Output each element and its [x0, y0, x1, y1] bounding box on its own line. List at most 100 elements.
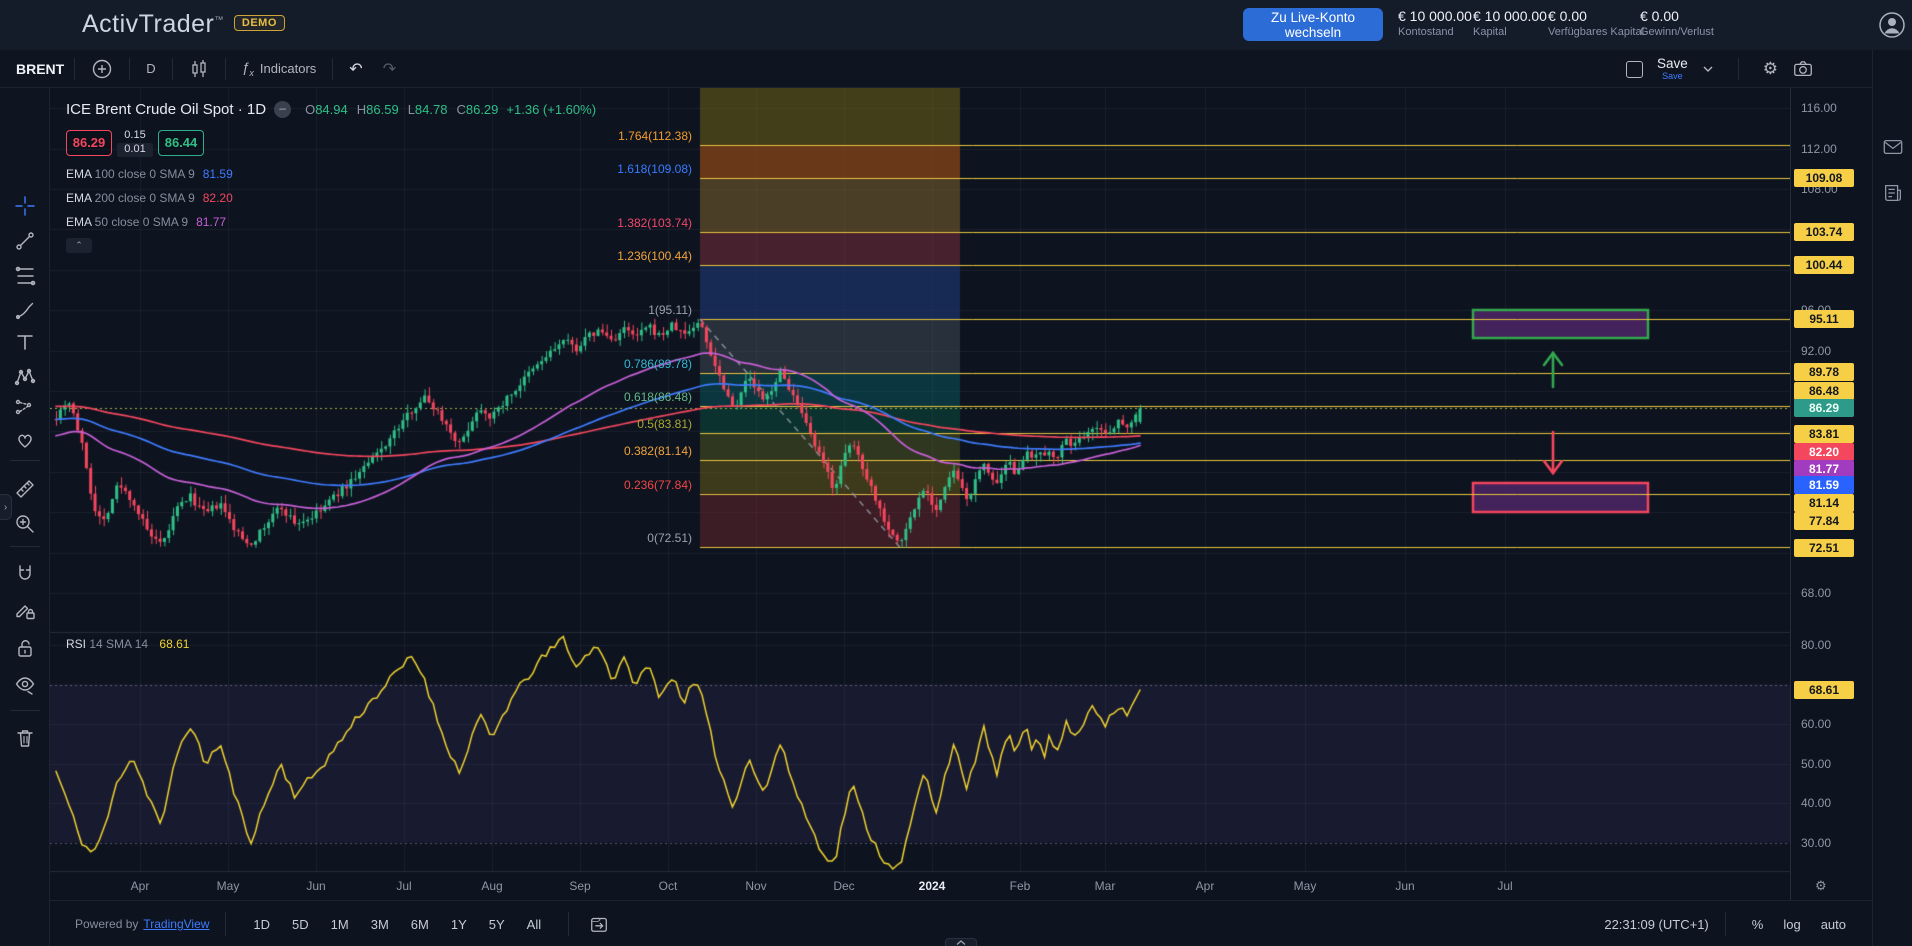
price-badge: 103.74	[1794, 223, 1854, 241]
news-icon[interactable]	[1882, 182, 1904, 204]
time-axis-label: Apr	[1195, 879, 1215, 893]
left-panel-expander[interactable]: ›	[0, 494, 12, 520]
camera-snapshot-icon[interactable]	[1792, 58, 1814, 80]
fib-level-label: 0.786(89.78)	[623, 357, 692, 372]
text-tool-icon[interactable]	[14, 331, 36, 353]
ohlc-values: O84.94 H86.59 L84.78 C86.29	[305, 102, 499, 117]
price-gridline-label: 50.00	[1801, 757, 1832, 771]
price-badge: 109.08	[1794, 169, 1854, 187]
chart-toolbar: BRENT D ƒx Indicators ↶ ↷ Save Save	[0, 50, 1872, 88]
time-axis-label: Jul	[1497, 879, 1513, 893]
fib-level-label: 1.618(109.08)	[617, 162, 692, 177]
range-button-1m[interactable]: 1M	[330, 916, 349, 932]
time-axis-label: Jun	[306, 879, 326, 893]
range-button-3m[interactable]: 3M	[370, 916, 389, 932]
avatar[interactable]	[1878, 11, 1906, 39]
remove-all-drawings-icon[interactable]	[14, 727, 36, 749]
projection-icon[interactable]	[14, 396, 36, 418]
indicator-row: EMA 50 close 0 SMA 9 81.77	[66, 214, 227, 229]
range-button-6m[interactable]: 6M	[410, 916, 429, 932]
time-axis-label: Feb	[1009, 879, 1031, 893]
buy-button[interactable]: 86.44	[158, 129, 204, 156]
logo-tm: ™	[214, 14, 224, 25]
compare-add-button[interactable]	[85, 58, 119, 80]
right-sidebar	[1872, 50, 1912, 946]
auto-scale-toggle[interactable]: auto	[1820, 916, 1846, 932]
candles-icon	[191, 59, 206, 77]
redo-button[interactable]: ↷	[382, 60, 397, 78]
time-axis-label: May	[216, 879, 240, 893]
tradingview-link[interactable]: TradingView	[143, 917, 210, 931]
emoji-heart-icon[interactable]	[14, 429, 36, 451]
range-button-all[interactable]: All	[526, 916, 542, 932]
rsi-legend: RSI 14 SMA 14 68.61	[66, 637, 190, 651]
trend-line-icon[interactable]	[14, 230, 36, 252]
layout-checkbox[interactable]	[1625, 60, 1643, 78]
sell-button[interactable]: 86.29	[66, 129, 112, 156]
tools-divider	[10, 546, 40, 547]
time-axis-label: 2024	[918, 879, 946, 893]
indicator-row: EMA 200 close 0 SMA 9 82.20	[66, 190, 233, 205]
minus-circle-icon[interactable]: –	[274, 101, 292, 118]
fib-level-label: 0.236(77.84)	[623, 477, 692, 492]
price-gridline-label: 30.00	[1801, 836, 1832, 850]
price-badge: 77.84	[1794, 512, 1854, 530]
mail-icon[interactable]	[1882, 136, 1904, 158]
range-button-5y[interactable]: 5Y	[488, 916, 505, 932]
drawing-pencil-lock-icon[interactable]	[14, 599, 36, 621]
price-badge: 86.48	[1794, 382, 1854, 400]
xabcd-pattern-icon[interactable]	[14, 366, 36, 388]
percent-scale-toggle[interactable]: %	[1751, 916, 1764, 932]
fib-level-label: 0.5(83.81)	[637, 417, 692, 432]
price-badge: 86.29	[1794, 399, 1854, 417]
clock-timezone[interactable]: 22:31:09 (UTC+1)	[1604, 916, 1709, 932]
time-axis-label: Apr	[130, 879, 150, 893]
account-stat: € 0.00 Verfügbares Kapital	[1548, 8, 1645, 38]
legend-collapse-chip[interactable]: ⌃	[66, 237, 92, 253]
price-gridline-label: 112.00	[1801, 142, 1837, 156]
log-scale-toggle[interactable]: log	[1783, 916, 1801, 932]
account-stat: € 10 000.00 Kapital	[1473, 8, 1547, 38]
range-button-1d[interactable]: 1D	[253, 916, 271, 932]
chart-style-button[interactable]	[183, 59, 215, 79]
time-axis-label: Jun	[1395, 879, 1415, 893]
chart-surface[interactable]	[50, 88, 1790, 900]
price-badge: 81.14	[1794, 494, 1854, 512]
range-button-1y[interactable]: 1Y	[450, 916, 467, 932]
crosshair-icon[interactable]	[14, 195, 36, 217]
fx-icon: ƒx	[241, 59, 254, 78]
indicators-button[interactable]: ƒx Indicators	[241, 59, 317, 78]
price-gridline-label: 68.00	[1801, 586, 1832, 600]
price-scale[interactable]: 116.00112.00108.0096.0092.0068.0080.0060…	[1790, 88, 1872, 900]
range-button-5d[interactable]: 5D	[292, 916, 309, 932]
rsi-value: 68.61	[159, 637, 190, 651]
switch-to-live-account-button[interactable]: Zu Live-Konto wechseln	[1243, 8, 1383, 41]
tools-divider	[10, 460, 40, 461]
time-axis-label: Aug	[481, 879, 503, 893]
chart-legend: ICE Brent Crude Oil Spot · 1D – O84.94 H8…	[66, 101, 596, 253]
settings-gear-icon[interactable]: ⚙	[1762, 59, 1778, 78]
symbol-button[interactable]: BRENT	[16, 60, 65, 77]
brush-icon[interactable]	[14, 300, 36, 322]
interval-button[interactable]: D	[146, 61, 156, 76]
undo-button[interactable]: ↶	[349, 60, 363, 78]
account-stat: € 0.00 Gewinn/Verlust	[1640, 8, 1714, 38]
chevron-down-icon[interactable]	[1702, 63, 1714, 75]
price-badge: 72.51	[1794, 539, 1854, 557]
price-badge: 95.11	[1794, 310, 1854, 328]
axis-settings-icon[interactable]: ⚙	[1815, 878, 1827, 893]
lock-all-drawings-icon[interactable]	[14, 637, 36, 659]
hide-all-drawings-icon[interactable]	[14, 673, 36, 695]
plus-circle-icon	[93, 59, 112, 78]
fib-retracement-icon[interactable]	[14, 265, 36, 287]
bottom-panel-expander[interactable]	[945, 938, 977, 946]
ruler-icon[interactable]	[14, 478, 36, 500]
magnet-icon[interactable]	[14, 563, 36, 585]
powered-by-label: Powered by	[75, 917, 139, 931]
zoom-in-icon[interactable]	[14, 513, 36, 535]
price-badge: 68.61	[1794, 681, 1854, 699]
price-gridline-label: 60.00	[1801, 717, 1832, 731]
go-to-date-icon[interactable]	[589, 914, 609, 934]
save-button[interactable]: Save Save	[1656, 56, 1688, 81]
